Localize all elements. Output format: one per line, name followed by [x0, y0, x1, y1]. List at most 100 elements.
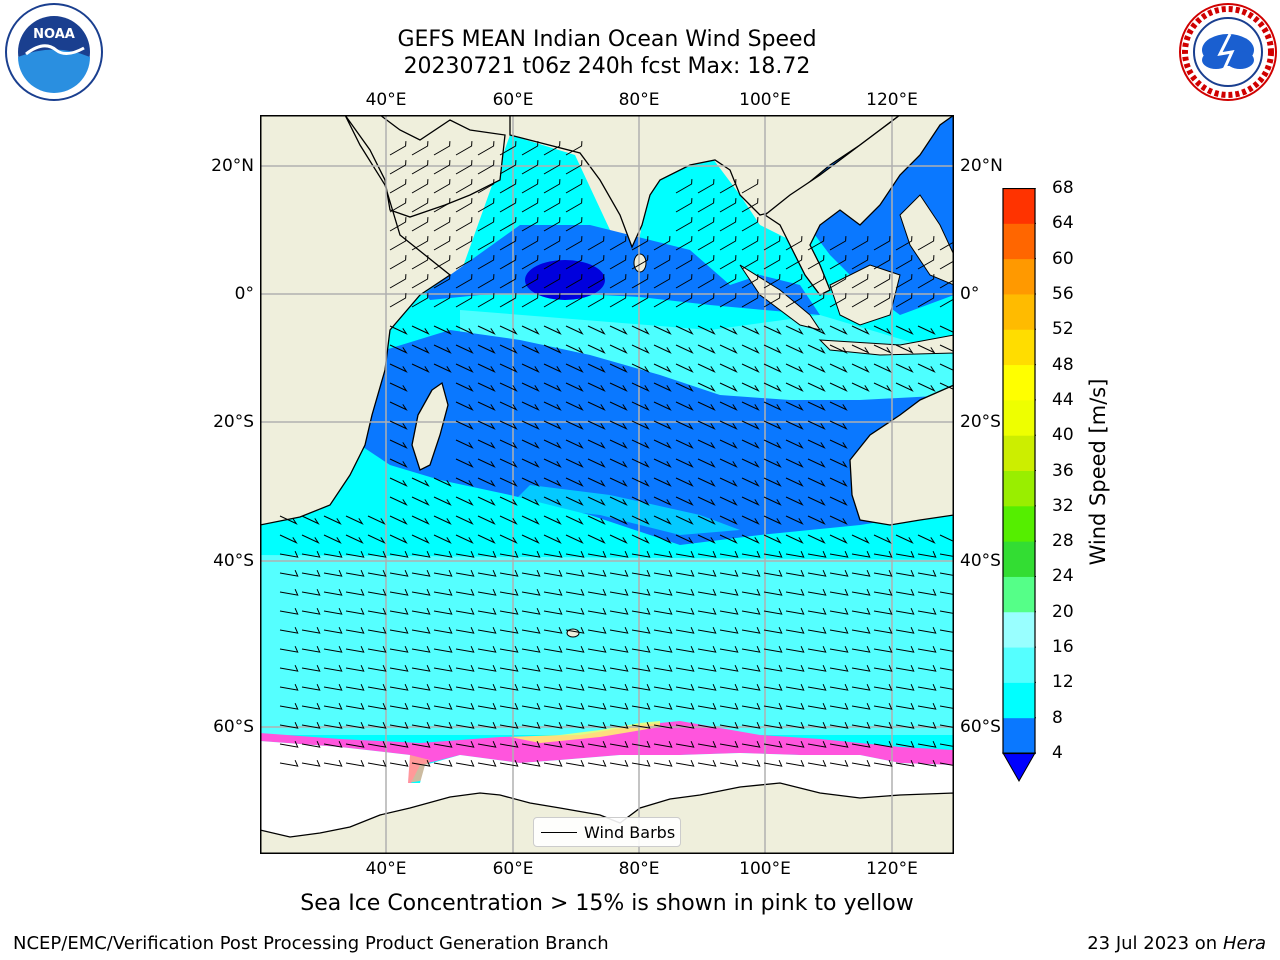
wind-barb	[829, 458, 848, 468]
wind-barb	[565, 458, 584, 468]
wind-barb	[477, 217, 495, 232]
wind-barb	[829, 496, 848, 506]
colorbar-level-label: 44	[1052, 389, 1074, 410]
wind-barb	[587, 721, 607, 729]
wind-barb	[939, 241, 954, 251]
footer-host: Hera	[1222, 933, 1266, 954]
wind-barb	[455, 496, 474, 506]
colorbar-segment	[1003, 682, 1035, 719]
wind-barb	[763, 344, 782, 354]
wind-barb	[939, 610, 954, 614]
wind-barb	[477, 458, 496, 468]
wind-barb	[411, 607, 431, 615]
wind-barb	[719, 198, 737, 213]
wind-barb	[873, 363, 892, 373]
wind-barb	[829, 702, 849, 710]
wind-barb	[807, 721, 827, 729]
wind-barb	[785, 515, 804, 525]
wind-barb	[609, 274, 627, 289]
colorbar-segment	[1003, 505, 1035, 542]
wind-barb	[631, 588, 651, 596]
wind-barb	[697, 344, 716, 354]
wind-barb	[477, 160, 495, 175]
wind-barb	[697, 458, 716, 468]
wind-barb	[499, 683, 519, 691]
wind-barb	[917, 363, 936, 373]
wind-barb	[367, 683, 387, 691]
wind-barb	[411, 550, 431, 558]
wind-barb	[433, 515, 452, 525]
wind-barb	[697, 401, 716, 411]
wind-barb	[499, 382, 518, 392]
wind-barb	[631, 363, 650, 373]
wind-barb	[917, 550, 937, 558]
wind-barb	[587, 363, 606, 373]
wind-barb	[389, 515, 408, 525]
wind-barb	[543, 626, 563, 634]
wind-barb	[873, 550, 893, 558]
wind-barb	[653, 458, 672, 468]
wind-barb	[917, 588, 937, 596]
lon-tick-top-100e: 100°E	[739, 90, 791, 110]
wind-barb	[521, 588, 541, 596]
wind-barb	[895, 363, 914, 373]
wind-barb	[785, 236, 803, 251]
wind-barb	[631, 325, 650, 335]
wind-barb	[763, 534, 782, 544]
wind-barb	[301, 626, 321, 634]
wind-barb	[499, 569, 519, 577]
wind-barb	[455, 740, 475, 748]
wind-barb	[477, 740, 497, 748]
wind-barb	[455, 236, 473, 251]
wind-barb	[741, 217, 759, 232]
wind-barb	[521, 363, 540, 373]
wind-barb	[741, 759, 761, 767]
wind-barb	[389, 160, 407, 175]
wind-barb	[521, 740, 541, 748]
wind-barb	[279, 607, 299, 615]
wind-barb	[741, 515, 760, 525]
wind-barb	[675, 363, 694, 373]
wind-barb	[719, 496, 738, 506]
wind-barb	[785, 401, 804, 411]
wind-barb	[895, 534, 914, 544]
wind-barb	[741, 740, 761, 748]
wind-barb	[873, 645, 893, 653]
wind-barb	[763, 496, 782, 506]
wind-barb	[477, 607, 497, 615]
wind-barb	[565, 477, 584, 487]
wind-barb	[939, 648, 954, 652]
wind-barb	[411, 179, 429, 194]
wind-barb	[741, 420, 760, 430]
wind-barb	[565, 344, 584, 354]
wind-barb	[477, 236, 495, 251]
wind-barb	[587, 274, 605, 289]
wind-barb	[873, 664, 893, 672]
wind-barb	[895, 569, 915, 577]
wind-barb	[807, 325, 826, 335]
wind-barb	[895, 588, 915, 596]
wind-barb	[587, 401, 606, 411]
wind-barb	[499, 645, 519, 653]
wind-barb	[719, 569, 739, 577]
wind-barb	[851, 363, 870, 373]
wind-barb	[279, 534, 298, 544]
wind-barb	[521, 141, 539, 156]
wind-barb	[763, 588, 783, 596]
wind-barb	[521, 458, 540, 468]
wind-barb	[389, 702, 409, 710]
wind-barb	[609, 588, 629, 596]
wind-barb	[741, 325, 760, 335]
wind-barb	[829, 420, 848, 430]
wind-barb	[719, 683, 739, 691]
lon-tick-top-80e: 80°E	[618, 90, 660, 110]
wind-barb	[785, 534, 804, 544]
wind-barb	[389, 439, 408, 449]
wind-barb	[895, 740, 915, 748]
wind-barb	[851, 588, 871, 596]
wind-barb	[697, 721, 717, 729]
wind-barb	[565, 274, 583, 289]
wind-barb	[455, 160, 473, 175]
wind-barb	[521, 179, 539, 194]
wind-barb	[521, 569, 541, 577]
